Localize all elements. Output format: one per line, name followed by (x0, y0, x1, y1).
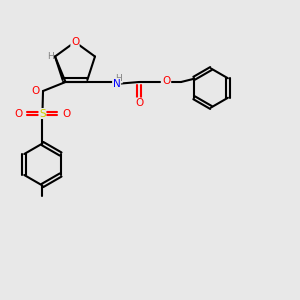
Text: O: O (15, 109, 23, 118)
Text: O: O (31, 86, 39, 96)
Text: H: H (47, 52, 53, 61)
Text: H: H (116, 74, 122, 83)
Text: N: N (113, 79, 120, 88)
Text: O: O (135, 98, 143, 108)
Text: O: O (162, 76, 171, 85)
Text: O: O (71, 37, 79, 47)
Text: O: O (62, 109, 70, 118)
Text: S: S (39, 109, 46, 118)
